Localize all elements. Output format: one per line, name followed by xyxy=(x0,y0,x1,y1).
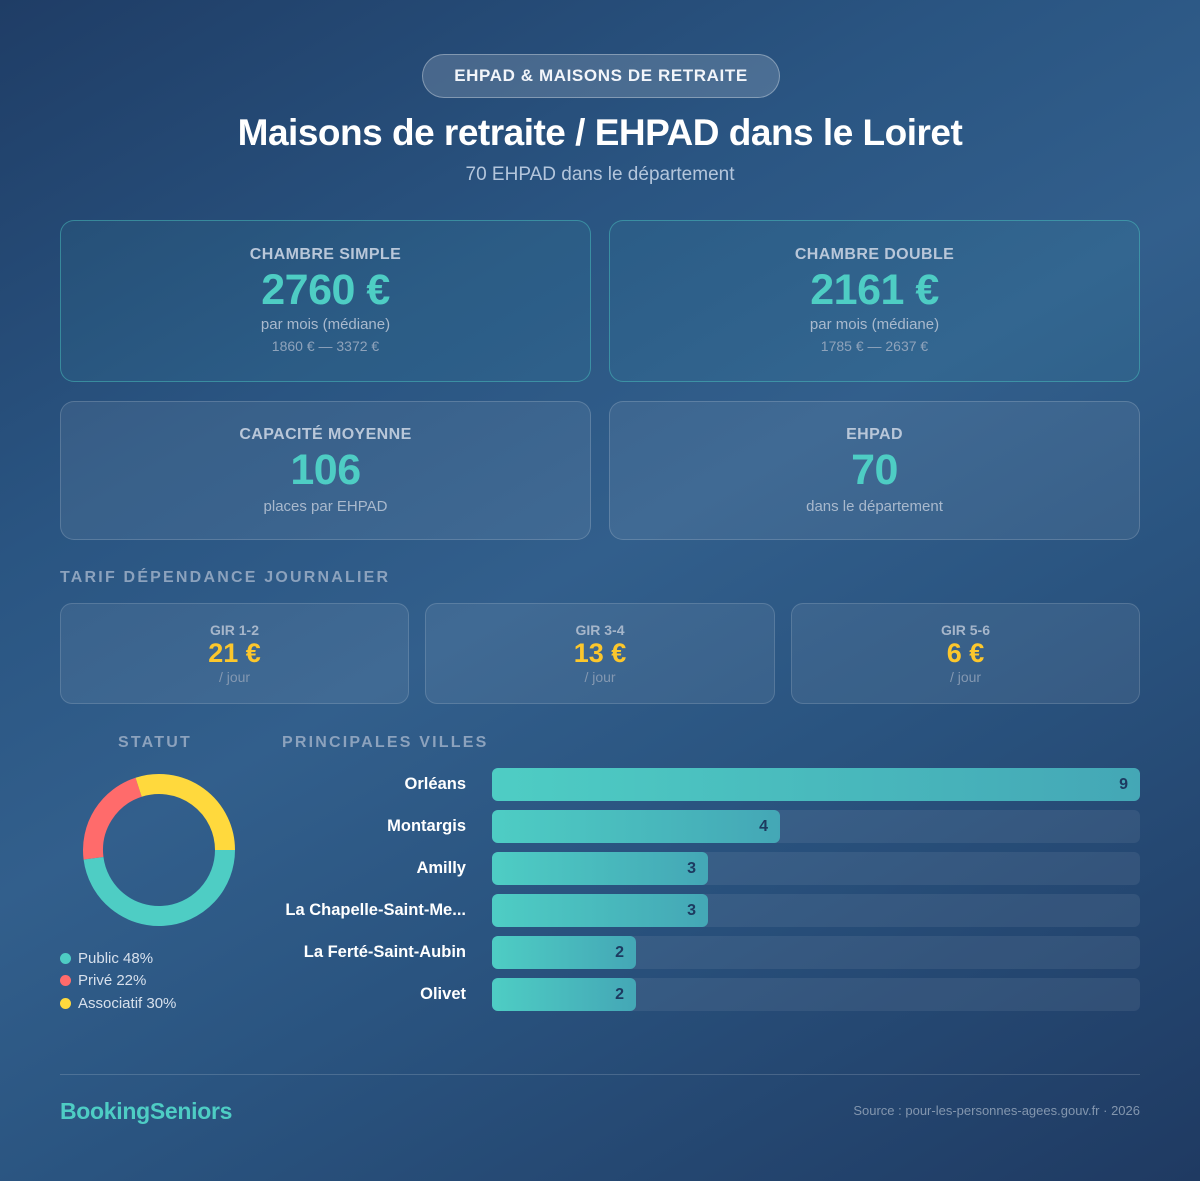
bar-label: Amilly xyxy=(416,859,466,877)
card-sub: par mois (médiane) xyxy=(260,316,391,334)
brand-logo: BookingSeniors xyxy=(60,1098,233,1124)
bar-track: 2 xyxy=(492,936,1140,969)
donut-segment-associatif xyxy=(135,774,235,851)
villes-bar-chart: Orléans 9 Montargis 4 Amilly 3 La Chapel… xyxy=(282,768,1140,1020)
legend-label: Associatif 30% xyxy=(78,994,177,1012)
card-label: CHAMBRE DOUBLE xyxy=(794,246,955,263)
source-text: Source : pour-les-personnes-agees.gouv.f… xyxy=(853,1103,1140,1118)
bar-label: La Chapelle-Saint-Me... xyxy=(285,901,466,919)
bar-row-olivet: Olivet 2 xyxy=(282,978,1140,1011)
bar-track: 3 xyxy=(492,852,1140,885)
bar-fill: 2 xyxy=(492,978,636,1011)
legend-label: Public 48% xyxy=(78,949,154,967)
bar-fill: 3 xyxy=(492,852,708,885)
bar-track: 4 xyxy=(492,810,1140,843)
gir-card-1-2: GIR 1-2 21 € / jour xyxy=(60,603,409,704)
statut-legend: Public 48% Privé 22% Associatif 30% xyxy=(60,947,176,1015)
bar-row-amilly: Amilly 3 xyxy=(282,852,1140,885)
donut-segment-privé xyxy=(83,777,143,860)
gir-label: GIR 1-2 xyxy=(209,622,259,638)
legend-dot-icon xyxy=(60,997,71,1009)
gir-value: 6 € xyxy=(946,638,985,668)
category-badge: EHPAD & MAISONS DE RETRAITE xyxy=(422,54,780,98)
legend-item-prive: Privé 22% xyxy=(60,970,176,993)
bar-label: Orléans xyxy=(404,775,466,793)
donut-segment-public xyxy=(83,849,235,926)
statut-donut-chart xyxy=(81,772,237,928)
bar-row-la-ferte: La Ferté-Saint-Aubin 2 xyxy=(282,936,1140,969)
card-range: 1785 € — 2637 € xyxy=(820,338,929,355)
card-value: 106 xyxy=(290,446,361,494)
section-title-statut: STATUT xyxy=(118,734,192,751)
bar-label: Olivet xyxy=(420,985,466,1003)
gir-label: GIR 5-6 xyxy=(940,622,990,638)
legend-dot-icon xyxy=(60,952,71,964)
card-value: 70 xyxy=(851,446,898,494)
gir-label: GIR 3-4 xyxy=(575,622,625,638)
legend-item-public: Public 48% xyxy=(60,947,176,970)
page-subtitle: 70 EHPAD dans le département xyxy=(465,164,735,185)
bar-row-montargis: Montargis 4 xyxy=(282,810,1140,843)
gir-card-5-6: GIR 5-6 6 € / jour xyxy=(791,603,1140,704)
card-value: 2161 € xyxy=(810,266,939,314)
section-title-dependance: TARIF DÉPENDANCE JOURNALIER xyxy=(60,569,391,586)
card-value: 2760 € xyxy=(261,266,390,314)
bar-row-la-chapelle: La Chapelle-Saint-Me... 3 xyxy=(282,894,1140,927)
bar-track: 2 xyxy=(492,978,1140,1011)
gir-value: 13 € xyxy=(573,638,627,668)
card-capacite-moyenne: CAPACITÉ MOYENNE 106 places par EHPAD xyxy=(60,401,591,540)
footer-divider xyxy=(60,1074,1140,1075)
legend-label: Privé 22% xyxy=(78,972,147,990)
card-sub: places par EHPAD xyxy=(263,498,388,516)
gir-card-3-4: GIR 3-4 13 € / jour xyxy=(425,603,775,704)
bar-label: Montargis xyxy=(387,817,466,835)
bar-fill: 2 xyxy=(492,936,636,969)
bar-track: 3 xyxy=(492,894,1140,927)
legend-item-associatif: Associatif 30% xyxy=(60,992,176,1015)
card-range: 1860 € — 3372 € xyxy=(271,338,380,355)
gir-unit: / jour xyxy=(949,669,982,686)
legend-dot-icon xyxy=(60,975,71,987)
bar-fill: 4 xyxy=(492,810,780,843)
bar-row-orleans: Orléans 9 xyxy=(282,768,1140,801)
card-ehpad-count: EHPAD 70 dans le département xyxy=(609,401,1140,540)
card-sub: dans le département xyxy=(806,498,943,516)
gir-unit: / jour xyxy=(584,669,616,686)
card-label: CHAMBRE SIMPLE xyxy=(249,246,402,263)
card-chambre-double: CHAMBRE DOUBLE 2161 € par mois (médiane)… xyxy=(609,220,1140,382)
gir-value: 21 € xyxy=(208,638,261,668)
bar-track: 9 xyxy=(492,768,1140,801)
bar-fill: 3 xyxy=(492,894,708,927)
card-chambre-simple: CHAMBRE SIMPLE 2760 € par mois (médiane)… xyxy=(60,220,591,382)
bar-fill: 9 xyxy=(492,768,1140,801)
card-label: CAPACITÉ MOYENNE xyxy=(239,426,412,443)
bar-label: La Ferté-Saint-Aubin xyxy=(303,943,466,961)
section-title-villes: PRINCIPALES VILLES xyxy=(282,734,489,751)
card-label: EHPAD xyxy=(846,426,903,443)
page-title: Maisons de retraite / EHPAD dans le Loir… xyxy=(237,112,963,153)
gir-unit: / jour xyxy=(218,669,251,686)
card-sub: par mois (médiane) xyxy=(809,316,940,334)
